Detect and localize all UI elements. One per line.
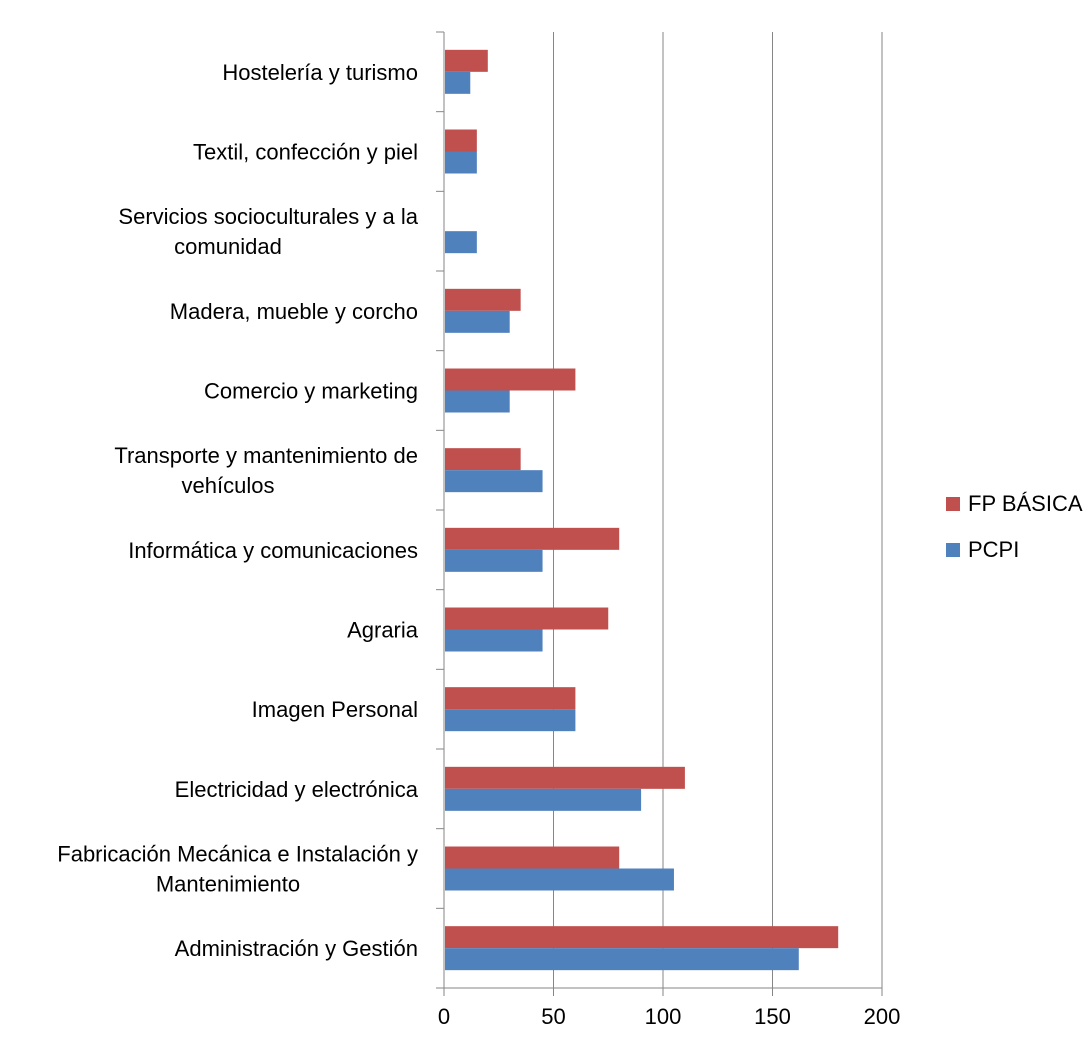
category-label-11: Hostelería y turismo — [222, 60, 418, 85]
bar-fp-basica-4 — [445, 607, 609, 630]
category-label-7: Comercio y marketing — [204, 379, 418, 404]
category-label-line: Comercio y marketing — [204, 379, 418, 404]
bar-pcpi-7 — [445, 390, 510, 413]
bar-fp-basica-10 — [445, 129, 477, 152]
bar-pcpi-0 — [445, 948, 799, 971]
legend-swatch-1 — [946, 543, 960, 557]
bar-fp-basica-8 — [445, 288, 521, 311]
category-label-6: Transporte y mantenimiento de vehículos — [114, 443, 418, 498]
category-label-1: Fabricación Mecánica e Instalación y Mant… — [57, 842, 418, 897]
category-label-line: Agraria — [347, 618, 419, 643]
category-label-2: Electricidad y electrónica — [175, 777, 419, 802]
category-label-5: Informática y comunicaciones — [128, 538, 418, 563]
legend-swatch-0 — [946, 497, 960, 511]
category-label-10: Textil, confección y piel — [193, 140, 418, 165]
bar-pcpi-1 — [445, 868, 674, 891]
bar-fp-basica-2 — [445, 766, 685, 789]
category-label-line: comunidad — [174, 234, 282, 259]
bar-fp-basica-5 — [445, 527, 620, 550]
bar-fp-basica-3 — [445, 687, 576, 710]
bar-fp-basica-0 — [445, 926, 839, 949]
bar-fp-basica-11 — [445, 49, 488, 72]
legend-label-0: FP BÁSICA — [968, 491, 1083, 516]
category-label-line: Mantenimiento — [156, 872, 300, 897]
bar-pcpi-2 — [445, 788, 642, 811]
category-label-line: Hostelería y turismo — [222, 60, 418, 85]
bar-pcpi-10 — [445, 151, 477, 174]
category-label-8: Madera, mueble y corcho — [170, 299, 418, 324]
category-label-line: Transporte y mantenimiento de — [114, 443, 418, 468]
category-label-0: Administración y Gestión — [175, 936, 418, 961]
bar-pcpi-4 — [445, 629, 543, 652]
category-label-9: Servicios socioculturales y a la comunida… — [118, 204, 418, 259]
category-label-line: Fabricación Mecánica e Instalación y — [57, 842, 418, 867]
bar-pcpi-11 — [445, 71, 471, 94]
category-label-line: Informática y comunicaciones — [128, 538, 418, 563]
x-tick-label-2: 100 — [645, 1004, 682, 1029]
category-label-3: Imagen Personal — [252, 697, 418, 722]
category-label-line: Textil, confección y piel — [193, 140, 418, 165]
category-label-line: Imagen Personal — [252, 697, 418, 722]
bar-pcpi-5 — [445, 549, 543, 572]
bar-pcpi-8 — [445, 310, 510, 333]
category-label-4: Agraria — [347, 618, 419, 643]
x-tick-label-1: 50 — [541, 1004, 565, 1029]
bar-pcpi-6 — [445, 470, 543, 493]
bar-fp-basica-1 — [445, 846, 620, 869]
x-tick-label-0: 0 — [438, 1004, 450, 1029]
category-label-line: Administración y Gestión — [175, 936, 418, 961]
bar-fp-basica-6 — [445, 448, 521, 471]
x-tick-label-4: 200 — [864, 1004, 901, 1029]
bar-fp-basica-7 — [445, 368, 576, 391]
category-label-line: vehículos — [182, 473, 275, 498]
legend-label-1: PCPI — [968, 537, 1019, 562]
category-label-line: Servicios socioculturales y a la — [118, 204, 418, 229]
x-tick-label-3: 150 — [754, 1004, 791, 1029]
bar-pcpi-9 — [445, 231, 477, 254]
category-label-line: Electricidad y electrónica — [175, 777, 419, 802]
bar-pcpi-3 — [445, 709, 576, 732]
category-label-line: Madera, mueble y corcho — [170, 299, 418, 324]
